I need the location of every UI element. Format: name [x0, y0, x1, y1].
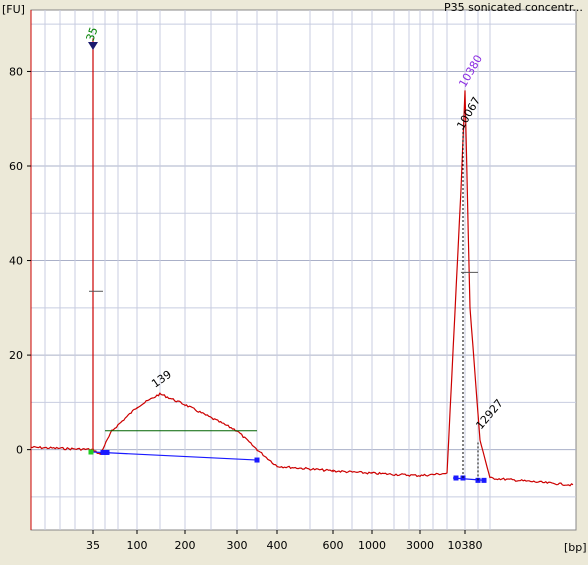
baseline-marker: [254, 457, 260, 463]
baseline-marker: [453, 475, 459, 481]
x-tick-label: 35: [86, 539, 100, 552]
chart-title: P35 sonicated concentr...: [444, 1, 583, 14]
y-tick-label: 40: [9, 255, 23, 268]
plot-area: [30, 9, 577, 531]
baseline-marker: [88, 449, 94, 455]
x-tick-label: 10380: [448, 539, 483, 552]
y-tick-label: 60: [9, 160, 23, 173]
trace-line: [30, 38, 574, 487]
x-axis-label: [bp]: [564, 541, 587, 554]
y-tick-label: 0: [16, 444, 23, 457]
y-axis-label: [FU]: [2, 3, 25, 16]
x-tick-label: 400: [267, 539, 288, 552]
series-layer: [30, 38, 574, 487]
x-tick-label: 200: [175, 539, 196, 552]
x-tick-label: 100: [127, 539, 148, 552]
axes: 0 20 40 60 80 35 100 200 300 400 600 1000 3000 10380: [9, 10, 483, 552]
x-tick-label: 1000: [358, 539, 386, 552]
peak-marker-triangle: [88, 42, 98, 50]
x-tick-label: 3000: [406, 539, 434, 552]
baseline-marker: [104, 449, 110, 455]
y-tick-label: 80: [9, 65, 23, 78]
peak-label: 35: [84, 25, 101, 43]
x-tick-label: 300: [227, 539, 248, 552]
baseline-marker: [100, 449, 106, 455]
region-baseline: [92, 451, 258, 461]
y-tick-label: 20: [9, 349, 23, 362]
baseline-marker: [481, 477, 487, 483]
x-tick-label: 600: [323, 539, 344, 552]
